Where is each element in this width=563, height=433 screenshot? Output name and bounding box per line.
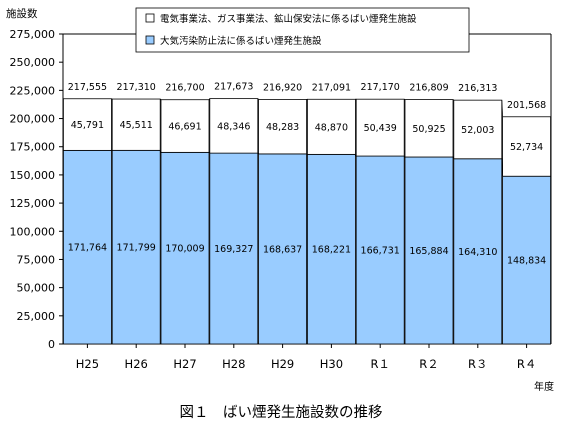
data-label-electric-gas-mining: 45,511 [120, 120, 153, 131]
legend-swatch-air-pollution [146, 36, 154, 44]
x-tick-label: H30 [320, 357, 343, 371]
legend-swatch-electric-gas-mining [146, 14, 154, 22]
x-tick-label: H28 [222, 357, 245, 371]
y-tick-label: 100,000 [10, 225, 56, 238]
y-tick-label: 175,000 [10, 141, 56, 154]
y-tick-label: 50,000 [17, 282, 56, 295]
x-axis-unit: 年度 [534, 380, 554, 393]
data-label-air-pollution: 168,221 [312, 245, 351, 256]
y-tick-label: 125,000 [10, 197, 56, 210]
data-label-electric-gas-mining: 50,925 [412, 124, 445, 135]
y-tick-label: 25,000 [17, 310, 56, 323]
x-tick-label: H26 [125, 357, 148, 371]
data-label-air-pollution: 165,884 [409, 246, 448, 257]
y-tick-label: 0 [48, 338, 55, 351]
figure-caption: 図１ ばい煙発生施設数の推移 [180, 404, 383, 421]
x-tick-label: H29 [271, 357, 294, 371]
data-label-total: 217,555 [68, 82, 107, 93]
y-tick-label: 275,000 [10, 28, 56, 41]
data-label-total: 217,170 [361, 82, 400, 93]
data-label-electric-gas-mining: 50,439 [364, 123, 397, 134]
data-label-air-pollution: 169,327 [214, 244, 253, 255]
legend-label-electric-gas-mining: 電気事業法、ガス事業法、鉱山保安法に係るばい煙発生施設 [160, 13, 417, 25]
data-label-total: 216,920 [263, 82, 302, 93]
x-tick-label: H27 [173, 357, 196, 371]
data-label-air-pollution: 171,764 [68, 243, 107, 254]
data-label-electric-gas-mining: 48,283 [266, 122, 299, 133]
x-tick-label: R２ [419, 357, 439, 371]
data-label-electric-gas-mining: 46,691 [168, 122, 201, 133]
y-axis-title: 施設数 [6, 7, 38, 20]
data-label-total: 216,313 [458, 83, 497, 94]
data-label-electric-gas-mining: 45,791 [71, 120, 104, 131]
data-label-electric-gas-mining: 48,346 [217, 121, 250, 132]
data-label-electric-gas-mining: 48,870 [315, 122, 348, 133]
x-tick-label: R３ [468, 357, 488, 371]
data-label-total: 217,091 [312, 82, 351, 93]
data-label-total: 217,310 [117, 82, 156, 93]
y-tick-label: 250,000 [10, 56, 56, 69]
data-label-electric-gas-mining: 52,003 [461, 125, 494, 136]
y-tick-label: 200,000 [10, 113, 56, 126]
data-label-air-pollution: 170,009 [165, 244, 204, 255]
y-tick-label: 225,000 [10, 84, 56, 97]
y-tick-label: 75,000 [17, 253, 56, 266]
data-label-total: 201,568 [507, 100, 546, 111]
legend: 電気事業法、ガス事業法、鉱山保安法に係るばい煙発生施設 大気汚染防止法に係るばい… [136, 8, 469, 52]
data-label-air-pollution: 148,834 [507, 256, 546, 267]
data-label-total: 216,700 [165, 83, 204, 94]
x-tick-label: R１ [370, 357, 390, 371]
data-label-total: 216,809 [409, 83, 448, 94]
x-tick-label: H25 [76, 357, 99, 371]
legend-label-air-pollution: 大気汚染防止法に係るばい煙発生施設 [160, 35, 322, 47]
data-label-air-pollution: 164,310 [458, 247, 497, 258]
y-tick-label: 150,000 [10, 169, 56, 182]
data-label-air-pollution: 168,637 [263, 244, 302, 255]
x-tick-label: R４ [517, 357, 537, 371]
data-label-electric-gas-mining: 52,734 [510, 142, 543, 153]
data-label-total: 217,673 [214, 82, 253, 93]
data-label-air-pollution: 166,731 [361, 246, 400, 257]
data-label-air-pollution: 171,799 [117, 243, 156, 254]
